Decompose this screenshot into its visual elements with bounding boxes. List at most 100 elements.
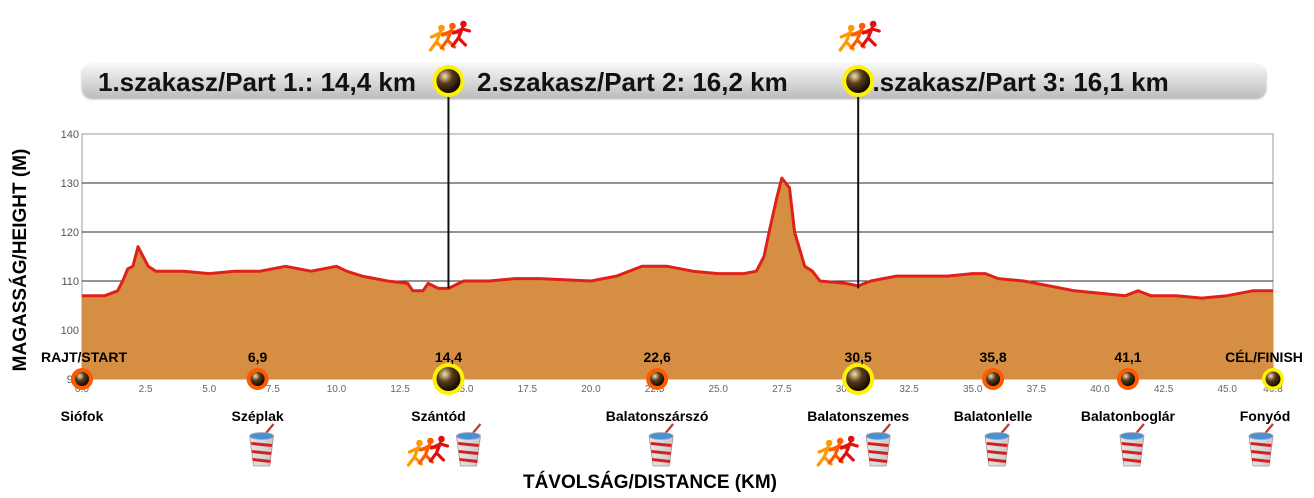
x-tick-label: 30.0 <box>836 384 856 395</box>
y-tick-label: 130 <box>61 178 79 190</box>
banner-part-marker-core <box>846 69 871 93</box>
runner-head <box>858 22 866 30</box>
x-tick-label: 32.5 <box>899 384 919 395</box>
cup-water <box>456 432 481 440</box>
drink-cup-icon <box>249 423 275 467</box>
cup-stripe <box>252 458 271 463</box>
cup-stripe <box>867 442 889 447</box>
runner-body <box>838 30 859 52</box>
cup-water <box>1248 432 1274 440</box>
cup-water <box>865 432 891 440</box>
cup-water <box>648 432 674 440</box>
runner-head <box>460 20 467 28</box>
station-km-label: 22,6 <box>643 349 671 365</box>
x-axis-label: TÁVOLSÁG/DISTANCE (KM) <box>522 472 778 493</box>
y-tick-label: 100 <box>61 325 79 337</box>
drink-cup-icon <box>456 423 482 467</box>
runner-head <box>427 437 434 445</box>
y-axis-label: MAGASSÁG/HEIGHT (M) <box>10 148 31 372</box>
runner-body <box>428 441 450 463</box>
x-tick-label: 7.5 <box>266 384 280 395</box>
cup-stripe <box>868 450 889 455</box>
station-marker-core <box>986 372 1001 386</box>
station-marker-core <box>1120 372 1135 386</box>
station-marker-core <box>250 372 265 386</box>
runner-body <box>827 443 848 465</box>
station-town-label: Siófok <box>60 408 104 424</box>
cup-stripe <box>987 458 1007 463</box>
runner-figure <box>816 439 837 467</box>
relay-parts-banner <box>82 64 1266 98</box>
relay-runners-icon <box>406 435 450 467</box>
drink-cup-icon <box>865 423 892 467</box>
part-1-label: 1.szakasz/Part 1.: 14,4 km <box>98 67 416 97</box>
y-tick-label: 110 <box>61 276 79 288</box>
runner-figure <box>406 439 428 467</box>
runner-figure <box>838 24 859 52</box>
x-tick-label: 40.0 <box>1090 384 1110 395</box>
cup-stripe <box>651 458 671 463</box>
runner-head <box>847 435 855 443</box>
cup-stripe <box>251 442 273 447</box>
drink-cup-icon <box>984 423 1010 467</box>
relay-runners-icon <box>816 435 859 467</box>
x-tick-label: 45.0 <box>1217 384 1237 395</box>
x-tick-label: 27.5 <box>772 384 792 395</box>
station-km-label: 6,9 <box>247 349 268 365</box>
runner-body <box>816 445 837 467</box>
banner-runners-icon <box>838 20 881 52</box>
cup-stripe <box>1121 442 1143 447</box>
cup-stripe <box>650 442 672 447</box>
station-town-label: Szántód <box>411 408 466 424</box>
station-marker-core <box>1265 371 1281 387</box>
runner-head <box>416 439 423 447</box>
runner-head <box>825 439 833 447</box>
runner-head <box>449 22 456 30</box>
cup-stripe <box>457 442 479 447</box>
runner-body <box>849 28 870 50</box>
station-town-label: Balatonlelle <box>953 408 1033 424</box>
runner-body <box>428 30 450 52</box>
cup-water <box>249 432 274 440</box>
runner-figure <box>827 437 848 465</box>
station-marker-core <box>436 367 461 391</box>
runner-figure <box>428 435 450 463</box>
runner-body <box>417 443 439 465</box>
cup-stripe <box>1251 450 1271 455</box>
x-tick-label: 2.5 <box>139 384 153 395</box>
drink-cup-icon <box>1248 423 1274 467</box>
part-2-label: 2.szakasz/Part 2: 16,2 km <box>477 67 788 97</box>
drink-cup-icon <box>648 423 674 467</box>
runner-figure <box>428 24 450 52</box>
x-tick-label: 25.0 <box>708 384 728 395</box>
runner-figure <box>860 20 881 48</box>
x-tick-label: 5.0 <box>202 384 216 395</box>
elevation-area <box>82 178 1273 379</box>
cup-water <box>1119 432 1145 440</box>
cup-stripe <box>986 442 1008 447</box>
station-km-label: 14,4 <box>434 349 463 365</box>
x-tick-label: 35.0 <box>963 384 983 395</box>
runner-body <box>406 445 428 467</box>
runner-figure <box>439 22 461 50</box>
runner-figure <box>849 22 870 50</box>
x-tick-label: 12.5 <box>390 384 410 395</box>
cup-stripe <box>458 450 479 455</box>
station-km-label: 35,8 <box>979 349 1007 365</box>
elevation-line <box>82 176 1273 300</box>
station-town-label: Balatonszemes <box>807 408 910 424</box>
runner-head <box>438 24 445 32</box>
station-town-label: Széplak <box>231 408 284 424</box>
drink-cup-icon <box>1119 423 1145 467</box>
x-tick-label: 20.0 <box>581 384 601 395</box>
cup-stripe <box>1251 458 1271 463</box>
cup-stripe <box>459 458 478 463</box>
x-tick-label: 15.0 <box>454 384 474 395</box>
runner-figure <box>417 437 439 465</box>
banner-part-marker-core <box>436 69 461 93</box>
x-tick-label: 10.0 <box>327 384 347 395</box>
station-km-label: 30,5 <box>844 349 872 365</box>
runner-head <box>869 20 877 28</box>
x-tick-label: 37.5 <box>1027 384 1047 395</box>
